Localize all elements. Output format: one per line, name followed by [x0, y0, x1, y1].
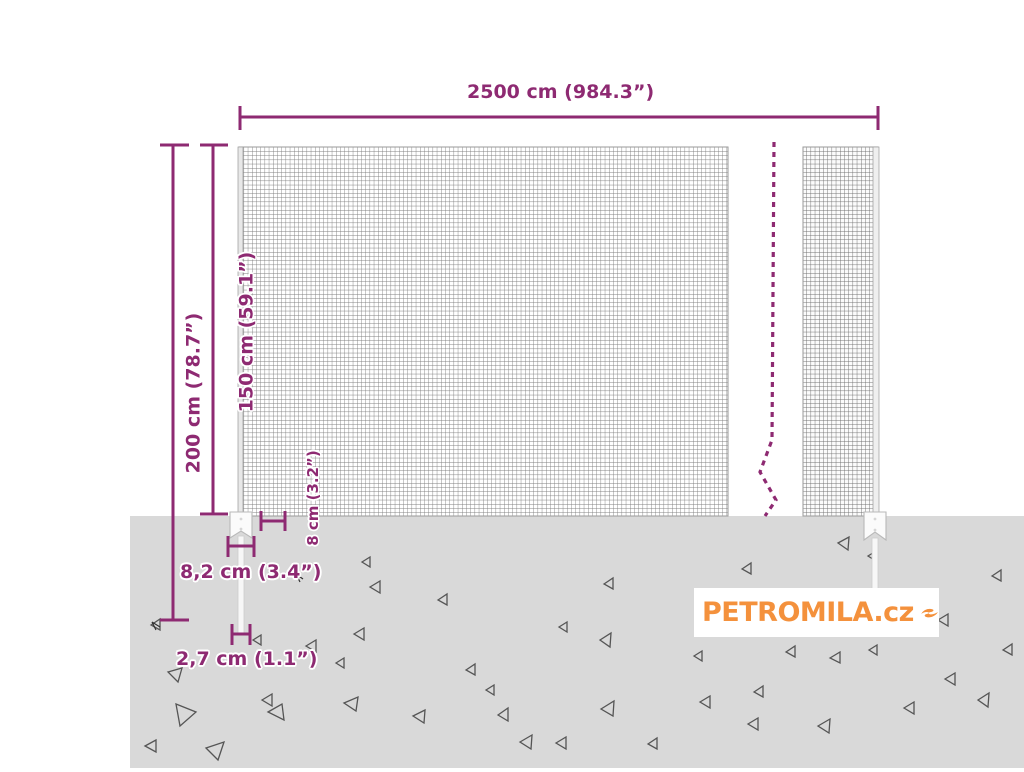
dim-overall-height: [160, 143, 189, 622]
dimension-label-mesh-height: 150 cm (59.1”): [235, 251, 258, 413]
dimension-label-post-base-width: 8,2 cm (3.4”): [180, 561, 322, 583]
petromila-logo[interactable]: PETROMILA.cz: [694, 588, 939, 637]
orange-swoosh-icon: [921, 608, 938, 617]
dimension-label-bracket-gap: 8 cm (3.2”): [303, 450, 322, 546]
mesh-panel-end: [802, 146, 880, 517]
dimension-lines: [160, 106, 880, 645]
left-post: [229, 511, 253, 635]
dim-mesh-height: [200, 143, 228, 516]
dimension-label-overall-height: 200 cm (78.7”): [182, 312, 205, 474]
dim-bracket-gap: [259, 511, 287, 531]
dimension-label-post-shaft-width: 2,7 cm (1.1”): [176, 648, 318, 670]
dashed-break-line: [758, 141, 778, 517]
leader-arrows: [151, 573, 304, 631]
ground-area: [130, 516, 1024, 768]
dimension-label-overall-width: 2500 cm (984.3”): [467, 81, 655, 103]
dim-overall-width: [238, 106, 880, 130]
gravel-triangles: [143, 535, 1013, 762]
dim-post-shaft-width: [230, 624, 252, 645]
logo-wordmark: PETROMILA.cz: [702, 597, 914, 628]
mesh-panel-main: [237, 146, 729, 517]
dim-post-base-width: [226, 536, 256, 557]
